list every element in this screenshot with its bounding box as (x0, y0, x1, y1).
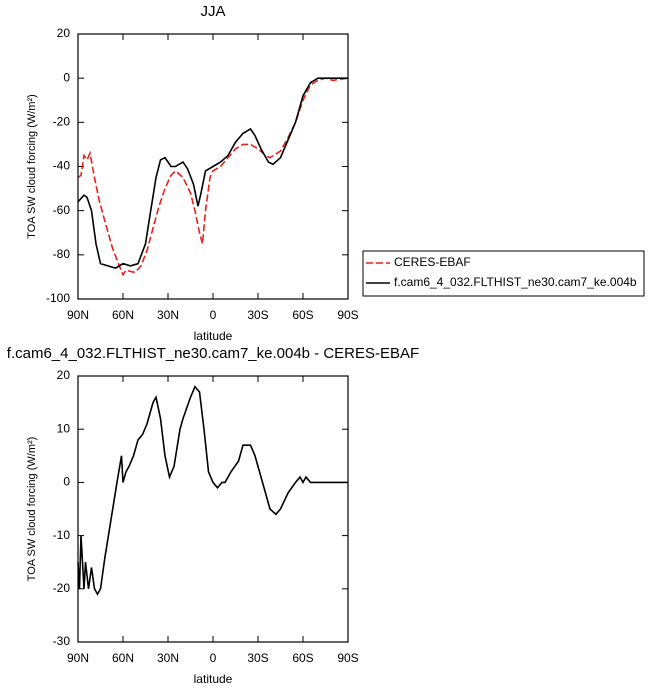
y-tick-label: -100 (46, 291, 70, 305)
y-axis-label: TOA SW cloud forcing (W/m²) (26, 94, 38, 239)
y-tick-label: -80 (53, 247, 71, 261)
x-tick-label: 90N (67, 308, 89, 322)
y-tick-label: -30 (53, 634, 71, 648)
data-line (77, 77, 349, 277)
x-tick-label: 0 (210, 308, 217, 322)
data-line (77, 385, 348, 596)
y-tick-label: 0 (63, 70, 70, 84)
legend-label: CERES-EBAF (394, 255, 471, 269)
y-tick-label: 10 (57, 421, 71, 435)
y-tick-label: -60 (53, 203, 71, 217)
x-tick-label: 90S (337, 651, 358, 665)
x-tick-label: 30S (247, 651, 268, 665)
x-tick-label: 30N (157, 651, 179, 665)
plot-frame (77, 375, 349, 643)
y-axis-label: TOA SW cloud forcing (W/m²) (26, 437, 38, 582)
x-tick-label: 60N (112, 651, 134, 665)
x-tick-label: 90S (337, 308, 358, 322)
data-line (77, 77, 348, 269)
x-tick-label: 60S (292, 308, 313, 322)
x-tick-label: 90N (67, 651, 89, 665)
y-tick-label: -20 (53, 115, 71, 129)
legend-box (362, 250, 645, 297)
plot-frame (77, 33, 349, 300)
x-tick-label: 60S (292, 651, 313, 665)
x-tick-label: 0 (210, 651, 217, 665)
x-tick-label: 30S (247, 308, 268, 322)
x-axis-label: latitude (194, 672, 233, 686)
chart-title: f.cam6_4_032.FLTHIST_ne30.cam7_ke.004b -… (7, 345, 419, 362)
x-tick-label: 30N (157, 308, 179, 322)
y-tick-label: 0 (63, 475, 70, 489)
x-tick-label: 60N (112, 308, 134, 322)
y-tick-label: 20 (57, 368, 71, 382)
y-tick-label: -20 (53, 581, 71, 595)
x-axis-label: latitude (194, 329, 233, 343)
legend-label: f.cam6_4_032.FLTHIST_ne30.cam7_ke.004b (394, 275, 637, 289)
chart-title: JJA (200, 3, 225, 20)
y-tick-label: 20 (57, 26, 71, 40)
y-tick-label: -40 (53, 159, 71, 173)
y-tick-label: -10 (53, 528, 71, 542)
